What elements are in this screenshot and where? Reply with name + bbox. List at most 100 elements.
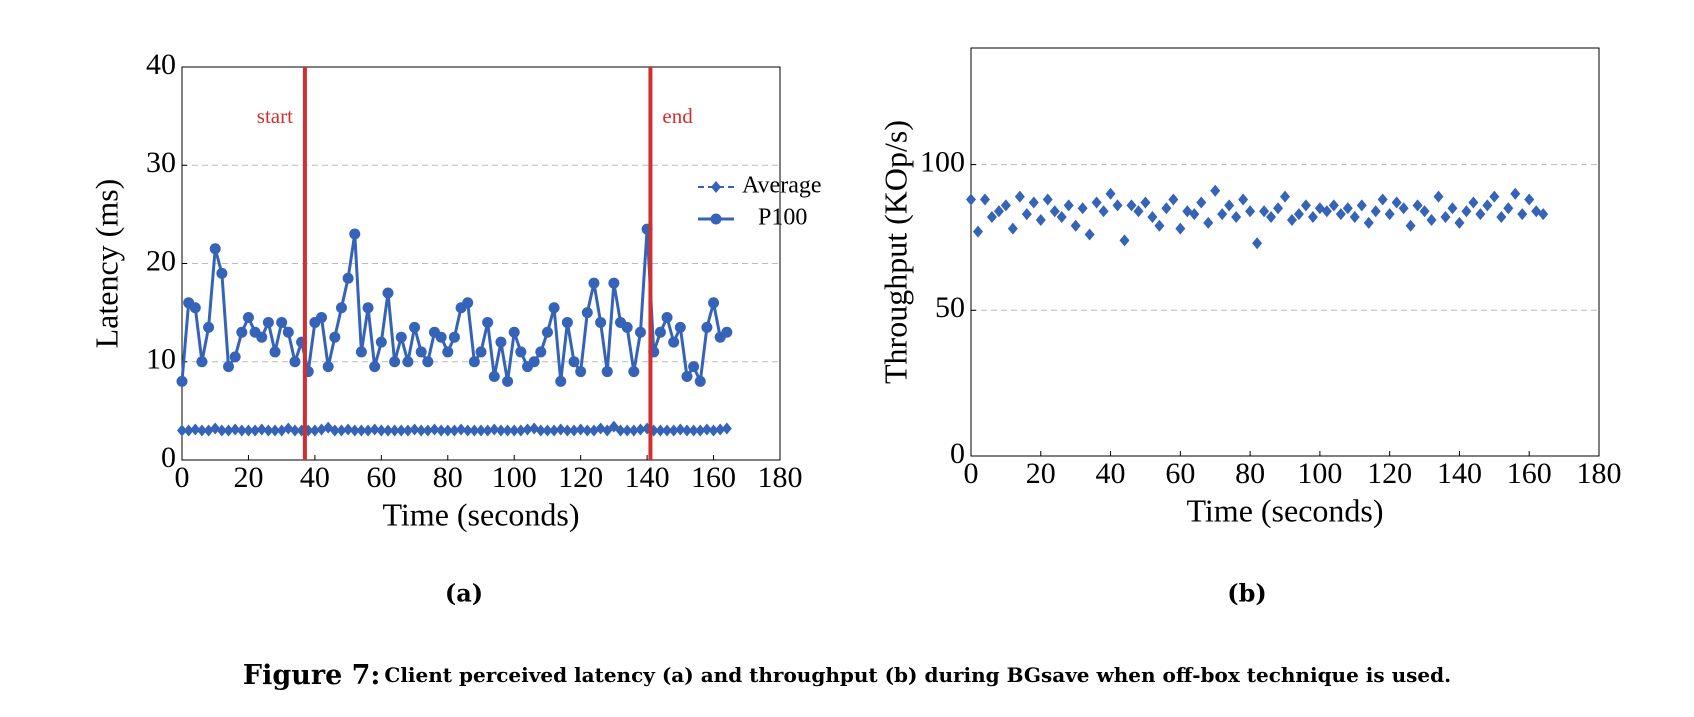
panel-label: (b) <box>1227 579 1267 608</box>
marker <box>283 422 294 435</box>
marker <box>508 326 520 338</box>
marker <box>601 366 613 378</box>
marker <box>1098 205 1109 218</box>
marker <box>230 423 241 436</box>
marker <box>422 356 434 368</box>
marker <box>396 424 407 437</box>
x-tick-label: 80 <box>433 461 463 494</box>
marker <box>979 193 990 206</box>
marker <box>1175 222 1186 235</box>
x-tick-label: 100 <box>492 461 537 494</box>
marker <box>1342 202 1353 215</box>
marker <box>243 424 254 437</box>
marker <box>229 351 241 363</box>
marker <box>1328 199 1339 212</box>
plot-frame <box>970 47 1600 457</box>
marker <box>515 346 527 358</box>
marker <box>1286 213 1297 226</box>
annotation: end <box>662 104 693 128</box>
marker <box>256 331 268 343</box>
marker <box>362 302 374 314</box>
marker <box>1496 211 1507 224</box>
marker <box>515 424 526 437</box>
marker <box>595 422 606 435</box>
marker <box>282 326 294 338</box>
marker <box>369 361 381 373</box>
x-axis-label: Time (seconds) <box>382 496 579 532</box>
marker <box>223 424 234 437</box>
marker <box>289 356 301 368</box>
marker <box>1307 211 1318 224</box>
marker <box>476 424 486 437</box>
marker <box>1482 199 1493 212</box>
marker <box>276 424 287 437</box>
marker <box>349 228 361 240</box>
legend-marker <box>710 213 722 225</box>
marker <box>1189 208 1200 221</box>
marker <box>1510 187 1521 200</box>
marker <box>1028 196 1039 209</box>
marker <box>442 346 454 358</box>
marker <box>1056 211 1067 224</box>
marker <box>402 356 414 368</box>
marker <box>469 424 480 437</box>
marker <box>395 331 407 343</box>
marker <box>1349 211 1360 224</box>
marker <box>555 375 567 387</box>
marker <box>1363 216 1374 229</box>
marker <box>621 321 633 333</box>
marker <box>668 336 680 348</box>
marker <box>1000 199 1011 212</box>
y-tick-label: 50 <box>935 291 965 324</box>
marker <box>196 424 207 437</box>
marker <box>177 424 187 437</box>
marker <box>242 312 254 324</box>
marker <box>1091 196 1102 209</box>
marker <box>529 422 540 435</box>
x-tick-label: 40 <box>300 461 330 494</box>
marker <box>468 356 480 368</box>
x-tick-label: 160 <box>691 461 736 494</box>
marker <box>322 361 334 373</box>
marker <box>236 424 247 437</box>
marker <box>342 272 354 284</box>
y-tick-label: 0 <box>161 441 176 474</box>
caption: Figure 7: Client perceived latency (a) a… <box>243 660 1451 691</box>
y-axis-label: Latency (ms) <box>88 179 124 349</box>
marker <box>409 423 420 436</box>
marker <box>1084 228 1095 241</box>
marker <box>628 424 639 437</box>
marker <box>674 321 686 333</box>
marker <box>183 424 194 437</box>
marker <box>1517 208 1528 221</box>
marker <box>1252 237 1263 250</box>
marker <box>688 361 700 373</box>
marker <box>1161 202 1172 215</box>
marker <box>482 424 493 437</box>
y-tick-label: 10 <box>146 343 176 376</box>
x-tick-label: 140 <box>625 461 670 494</box>
marker <box>1266 211 1277 224</box>
marker <box>1398 202 1409 215</box>
marker <box>435 331 447 343</box>
marker <box>615 424 626 437</box>
marker <box>595 316 607 328</box>
marker <box>1042 193 1053 206</box>
plot-frame <box>181 66 781 461</box>
marker <box>316 312 328 324</box>
x-tick-label: 40 <box>1096 457 1126 490</box>
marker <box>363 424 374 437</box>
marker <box>535 424 546 437</box>
marker <box>1112 199 1123 212</box>
marker <box>449 424 460 437</box>
marker <box>495 424 506 437</box>
marker <box>436 424 447 437</box>
marker <box>1280 190 1290 203</box>
marker <box>203 321 215 333</box>
marker <box>375 336 387 348</box>
marker <box>416 424 427 437</box>
x-tick-label: 0 <box>964 457 979 490</box>
x-tick-label: 120 <box>558 461 603 494</box>
x-tick-label: 100 <box>1297 457 1342 490</box>
